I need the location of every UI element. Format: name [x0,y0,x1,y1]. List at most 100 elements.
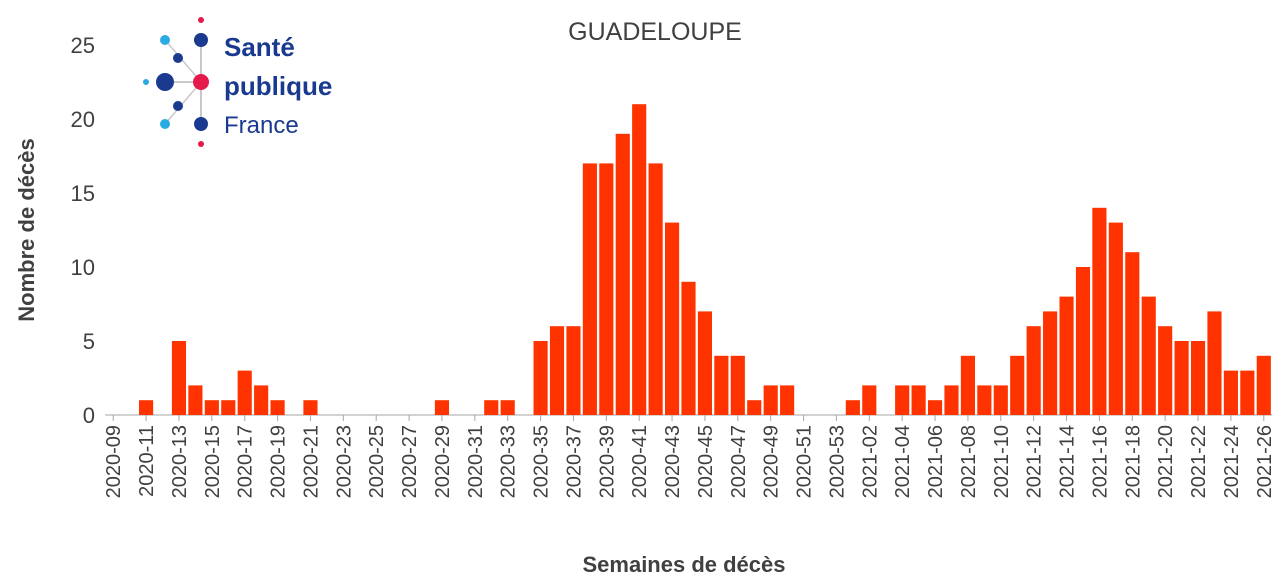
bar [1026,326,1041,415]
x-tick-label: 2020-37 [563,425,585,498]
bar [1141,296,1156,415]
bar [1125,252,1140,415]
y-tick-label: 5 [83,329,95,354]
x-tick-label: 2020-15 [202,425,224,498]
x-tick-label: 2020-49 [761,425,783,498]
bar [1207,311,1222,415]
bar [1092,207,1107,415]
x-tick-label: 2020-11 [136,425,158,497]
bar [664,222,680,415]
bar [1240,370,1255,415]
bar [1059,296,1074,415]
bar [993,385,1008,415]
x-tick-label: 2020-43 [662,425,684,498]
bar [139,400,154,415]
x-tick-label: 2020-39 [596,425,618,498]
bar [681,281,696,415]
bar [484,400,499,415]
bar [1190,341,1206,415]
x-tick-label: 2020-17 [235,425,257,498]
bar [204,400,219,415]
bar [237,370,252,415]
logo-text: publique [224,71,332,101]
bar [632,104,647,415]
bar [714,355,729,415]
logo: Santé publique France [143,17,332,147]
x-tick-label: 2020-25 [366,425,388,498]
bar [599,163,614,415]
x-tick-label: 2021-18 [1122,425,1144,498]
x-tick-label: 2021-10 [991,425,1013,498]
bar [1075,267,1091,415]
bar [977,385,992,415]
logo-text: Santé [224,32,295,62]
bar [533,341,548,415]
x-tick-label: 2021-12 [1024,425,1046,498]
bar [763,385,778,415]
bar [1108,222,1123,415]
x-tick-label: 2021-26 [1254,425,1276,498]
bar [944,385,959,415]
bar [1256,355,1271,415]
y-tick-label: 20 [71,107,95,132]
x-tick-label: 2021-06 [925,425,947,498]
y-tick-label: 25 [71,33,95,58]
y-tick-label: 0 [83,403,95,428]
x-tick-label: 2020-47 [728,425,750,498]
x-tick-label: 2020-45 [695,425,717,498]
bar [615,133,630,416]
x-tick-label: 2020-33 [498,425,520,498]
y-tick-label: 15 [71,181,95,206]
x-tick-label: 2020-27 [399,425,421,498]
bar [303,400,318,415]
bar [1174,341,1189,415]
x-axis-title: Semaines de décès [582,552,785,577]
x-tick-label: 2021-04 [892,425,914,498]
bar [911,385,926,415]
x-tick-label: 2021-08 [958,425,980,498]
x-tick-label: 2020-21 [300,425,322,498]
x-tick-label: 2020-29 [432,425,454,498]
bar [927,400,943,415]
bar [1010,355,1025,415]
x-tick-label: 2020-51 [794,425,816,498]
y-axis-title: Nombre de décès [14,138,39,321]
bar [730,355,745,415]
logo-text: France [224,112,299,139]
bar [862,385,877,415]
bar [895,385,910,415]
x-tick-label: 2020-19 [268,425,290,498]
chart-title: GUADELOUPE [568,18,742,46]
x-tick-label: 2021-20 [1155,425,1177,498]
bar [188,385,203,415]
bar [221,400,236,415]
x-tick-label: 2020-35 [531,425,553,498]
x-tick-label: 2020-23 [333,425,355,498]
bar [697,311,713,415]
bar [648,163,663,415]
y-tick-label: 10 [71,255,95,280]
bar [566,326,581,415]
x-tick-label: 2021-14 [1057,425,1079,498]
x-tick-label: 2020-09 [103,425,125,498]
bar [1223,370,1238,415]
bar [960,355,975,415]
bar [582,163,597,415]
bar [1158,326,1173,415]
x-tick-label: 2020-13 [169,425,191,498]
x-tick-label: 2021-24 [1221,425,1243,498]
x-tick-label: 2021-16 [1089,425,1111,498]
bar [747,400,762,415]
bar [780,385,795,415]
x-tick-label: 2020-53 [826,425,848,498]
x-tick-label: 2021-22 [1188,425,1210,498]
x-tick-label: 2020-41 [629,425,651,498]
bar [270,400,285,415]
bar [1043,311,1058,415]
x-tick-label: 2020-31 [465,425,487,498]
x-tick-label: 2021-02 [859,425,881,498]
bar [171,341,187,415]
bar [254,385,269,415]
bar [434,400,450,415]
